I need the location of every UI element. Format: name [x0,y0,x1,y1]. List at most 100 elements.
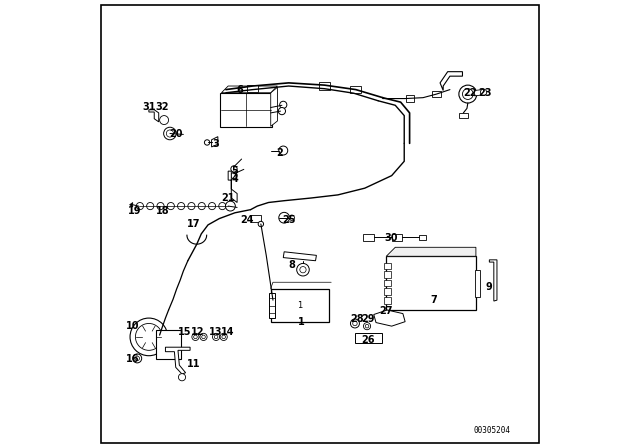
Text: 1: 1 [298,317,305,327]
Text: 2: 2 [276,148,283,158]
Circle shape [188,202,195,210]
Text: 24: 24 [241,215,254,224]
Circle shape [297,263,309,276]
Circle shape [164,127,176,140]
Bar [383,280,391,287]
Circle shape [157,202,164,210]
Text: 32: 32 [156,102,169,112]
Circle shape [220,333,227,340]
Text: 31: 31 [142,102,156,112]
Text: 29: 29 [362,314,375,324]
Bar [252,215,261,222]
Bar [406,95,413,102]
Text: 15: 15 [178,327,191,337]
Text: 9: 9 [486,282,493,292]
Bar [350,86,362,93]
Text: 8: 8 [289,260,296,270]
Circle shape [209,202,216,210]
Polygon shape [387,247,476,256]
Circle shape [463,89,473,99]
Circle shape [279,212,289,223]
Text: 26: 26 [362,336,375,345]
Polygon shape [474,90,482,96]
Circle shape [198,202,205,210]
Polygon shape [284,252,316,261]
Polygon shape [228,171,237,202]
Bar [363,234,374,241]
Bar [355,333,382,343]
Bar [383,271,391,278]
Circle shape [280,101,287,108]
Polygon shape [440,72,463,90]
Circle shape [200,333,207,340]
Bar [220,93,272,126]
Text: 21: 21 [221,193,235,203]
Polygon shape [490,260,497,301]
Bar [319,82,330,90]
Bar [387,256,476,310]
Circle shape [219,202,226,210]
Text: 20: 20 [169,129,182,139]
Text: 23: 23 [478,88,492,98]
Circle shape [194,335,197,339]
Text: 00305204: 00305204 [474,426,511,435]
Circle shape [147,202,154,210]
Circle shape [212,333,220,340]
Bar [383,263,391,269]
Polygon shape [271,87,277,126]
Circle shape [159,116,168,125]
Bar [383,297,391,304]
Polygon shape [374,310,405,326]
Polygon shape [212,137,218,147]
Text: 17: 17 [187,219,200,229]
Circle shape [135,356,140,361]
Text: 28: 28 [350,314,364,324]
Circle shape [167,202,174,210]
Text: 1: 1 [297,301,303,310]
Circle shape [204,140,210,145]
Text: 22: 22 [463,88,477,98]
Text: 7: 7 [431,295,438,305]
Text: 19: 19 [128,207,141,216]
Circle shape [179,374,186,381]
Text: 27: 27 [380,306,393,316]
Text: 13: 13 [209,327,223,337]
Circle shape [132,354,141,363]
Bar [433,91,440,97]
Circle shape [351,319,360,328]
Text: 30: 30 [384,233,397,243]
Text: 6: 6 [236,85,243,95]
Polygon shape [129,202,132,207]
Text: 10: 10 [126,321,140,331]
Circle shape [353,321,357,326]
Circle shape [459,85,477,103]
Circle shape [202,335,205,339]
Bar [476,270,480,297]
Polygon shape [221,86,277,93]
Text: 4: 4 [232,174,238,184]
Bar [392,234,402,241]
Circle shape [364,323,371,330]
Bar [247,85,259,92]
Bar [419,235,426,240]
Circle shape [130,318,168,356]
Text: 16: 16 [126,354,140,364]
Circle shape [136,323,163,350]
Circle shape [279,146,288,155]
Text: 3: 3 [212,139,220,149]
Circle shape [289,215,294,220]
Bar [269,293,275,318]
Circle shape [166,130,173,137]
Circle shape [231,172,237,179]
Text: 5: 5 [232,166,238,176]
Polygon shape [165,347,190,374]
Circle shape [300,267,306,273]
Bar [459,113,468,118]
Circle shape [214,335,218,339]
Circle shape [258,221,264,227]
Polygon shape [149,110,159,122]
Circle shape [222,335,225,339]
Circle shape [192,333,199,340]
Circle shape [136,202,143,210]
Bar [271,289,329,323]
